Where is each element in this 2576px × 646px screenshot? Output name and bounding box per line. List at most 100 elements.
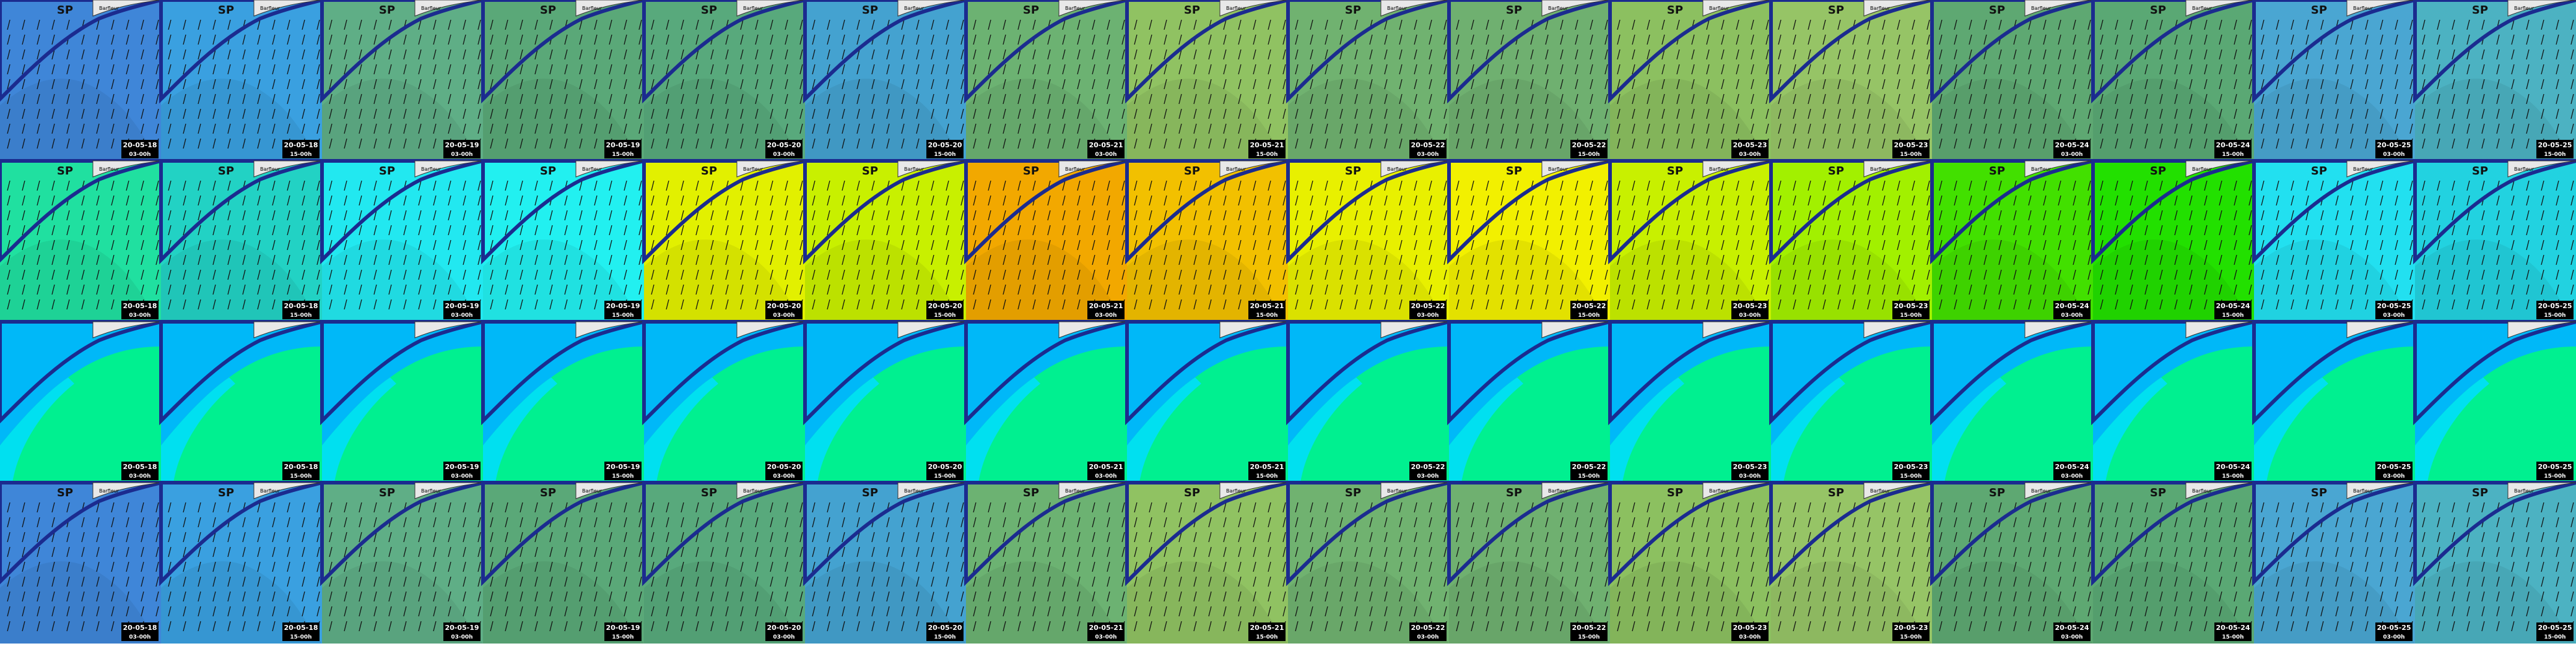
wind-arrow xyxy=(2437,239,2440,251)
wind-arrow xyxy=(1998,284,2002,295)
wind-arrow xyxy=(1268,532,1271,543)
wind-arrow xyxy=(344,180,347,191)
wind-arrow xyxy=(1765,19,1769,30)
wind-arrow xyxy=(1882,606,1886,617)
place-label: Barfleur xyxy=(99,488,120,494)
wind-arrow xyxy=(1399,576,1403,587)
wind-arrow xyxy=(755,79,759,90)
wind-arrow xyxy=(1193,621,1197,632)
wind-arrow xyxy=(302,532,305,543)
sea-band xyxy=(483,322,644,446)
wind-arrow xyxy=(168,180,172,191)
wind-arrow xyxy=(126,180,129,191)
wind-arrow xyxy=(1429,225,1432,236)
wind-arrow xyxy=(1751,517,1754,528)
wind-arrow xyxy=(1500,576,1504,587)
wind-arrow xyxy=(1983,64,1987,75)
wind-arrow xyxy=(1077,225,1081,236)
wind-arrow xyxy=(37,93,40,105)
wind-arrow xyxy=(725,621,729,632)
wind-arrow xyxy=(1238,79,1242,90)
wind-arrow xyxy=(1149,254,1152,265)
wind-arrow xyxy=(1604,34,1608,45)
date-box xyxy=(2375,140,2413,158)
wind-arrow xyxy=(96,49,100,60)
wind-arrow xyxy=(66,108,70,119)
wind-arrow xyxy=(725,195,729,206)
wind-arrow xyxy=(2511,210,2515,221)
wind-arrow xyxy=(2570,269,2574,280)
wind-arrow xyxy=(651,180,655,191)
wind-arrow xyxy=(227,606,231,617)
wind-arrow xyxy=(931,210,934,221)
place-label: Barfleur xyxy=(1226,488,1247,494)
wind-arrow xyxy=(2058,284,2061,295)
wind-arrow xyxy=(329,93,333,105)
wind-arrow xyxy=(681,239,684,251)
wind-arrow xyxy=(359,546,362,558)
wind-arrow xyxy=(1268,239,1271,251)
wind-arrow xyxy=(871,93,875,105)
shade xyxy=(644,79,805,161)
date-label: 20-05-19 xyxy=(606,141,640,149)
wind-arrow xyxy=(1867,591,1871,602)
time-label: 15-00h xyxy=(1900,473,1921,480)
wind-arrow xyxy=(2291,49,2294,60)
wind-arrow xyxy=(973,606,977,617)
wind-arrow xyxy=(477,561,481,572)
wind-arrow xyxy=(1077,19,1081,30)
wind-arrow xyxy=(931,19,934,30)
coast xyxy=(2252,320,2416,426)
wind-arrow xyxy=(1399,108,1403,119)
wind-arrow xyxy=(1223,502,1227,513)
wind-arrow xyxy=(2043,284,2047,295)
wind-arrow xyxy=(2189,123,2193,134)
wind-arrow xyxy=(2335,269,2339,280)
wind-arrow xyxy=(1253,180,1256,191)
wind-arrow xyxy=(916,34,920,45)
wind-arrow xyxy=(1912,239,1915,251)
wind-arrow xyxy=(1632,284,1635,295)
shade xyxy=(644,239,805,322)
wind-arrow xyxy=(1736,64,1739,75)
wind-arrow xyxy=(1471,34,1474,45)
wind-arrow xyxy=(666,532,669,543)
coast xyxy=(2252,0,2416,104)
wind-arrow xyxy=(2159,284,2163,295)
wind-arrow xyxy=(901,621,905,632)
wind-arrow xyxy=(37,225,40,236)
wind-arrow xyxy=(1384,299,1388,310)
wind-arrow xyxy=(2130,79,2133,90)
wind-arrow xyxy=(1268,123,1271,134)
wind-arrow xyxy=(1751,284,1754,295)
wind-arrow xyxy=(1310,138,1313,149)
wind-arrow xyxy=(1047,561,1051,572)
wind-arrow xyxy=(1912,284,1915,295)
wind-arrow xyxy=(549,561,553,572)
coast xyxy=(1125,0,1289,104)
wind-arrow xyxy=(1604,591,1608,602)
wind-arrow xyxy=(388,225,392,236)
wind-arrow xyxy=(1604,49,1608,60)
wind-arrow xyxy=(2511,123,2515,134)
wind-arrow xyxy=(2204,138,2208,149)
wind-arrow xyxy=(2409,210,2413,221)
coast xyxy=(1286,481,1450,587)
wind-arrow xyxy=(901,284,905,295)
wind-arrow xyxy=(2496,93,2500,105)
wind-arrow xyxy=(2291,64,2294,75)
wind-arrow xyxy=(1399,210,1403,221)
wind-arrow xyxy=(66,591,70,602)
wind-arrow xyxy=(1268,19,1271,30)
wind-arrow xyxy=(1837,19,1841,30)
wind-arrow xyxy=(1134,239,1138,251)
wind-arrow xyxy=(2248,195,2252,206)
wind-arrow xyxy=(37,546,40,558)
wind-arrow xyxy=(1471,49,1474,60)
wind-arrow xyxy=(1867,79,1871,90)
wind-arrow xyxy=(1164,64,1167,75)
wind-arrow xyxy=(344,49,347,60)
wind-arrow xyxy=(111,138,115,149)
wind-arrow xyxy=(198,79,201,90)
